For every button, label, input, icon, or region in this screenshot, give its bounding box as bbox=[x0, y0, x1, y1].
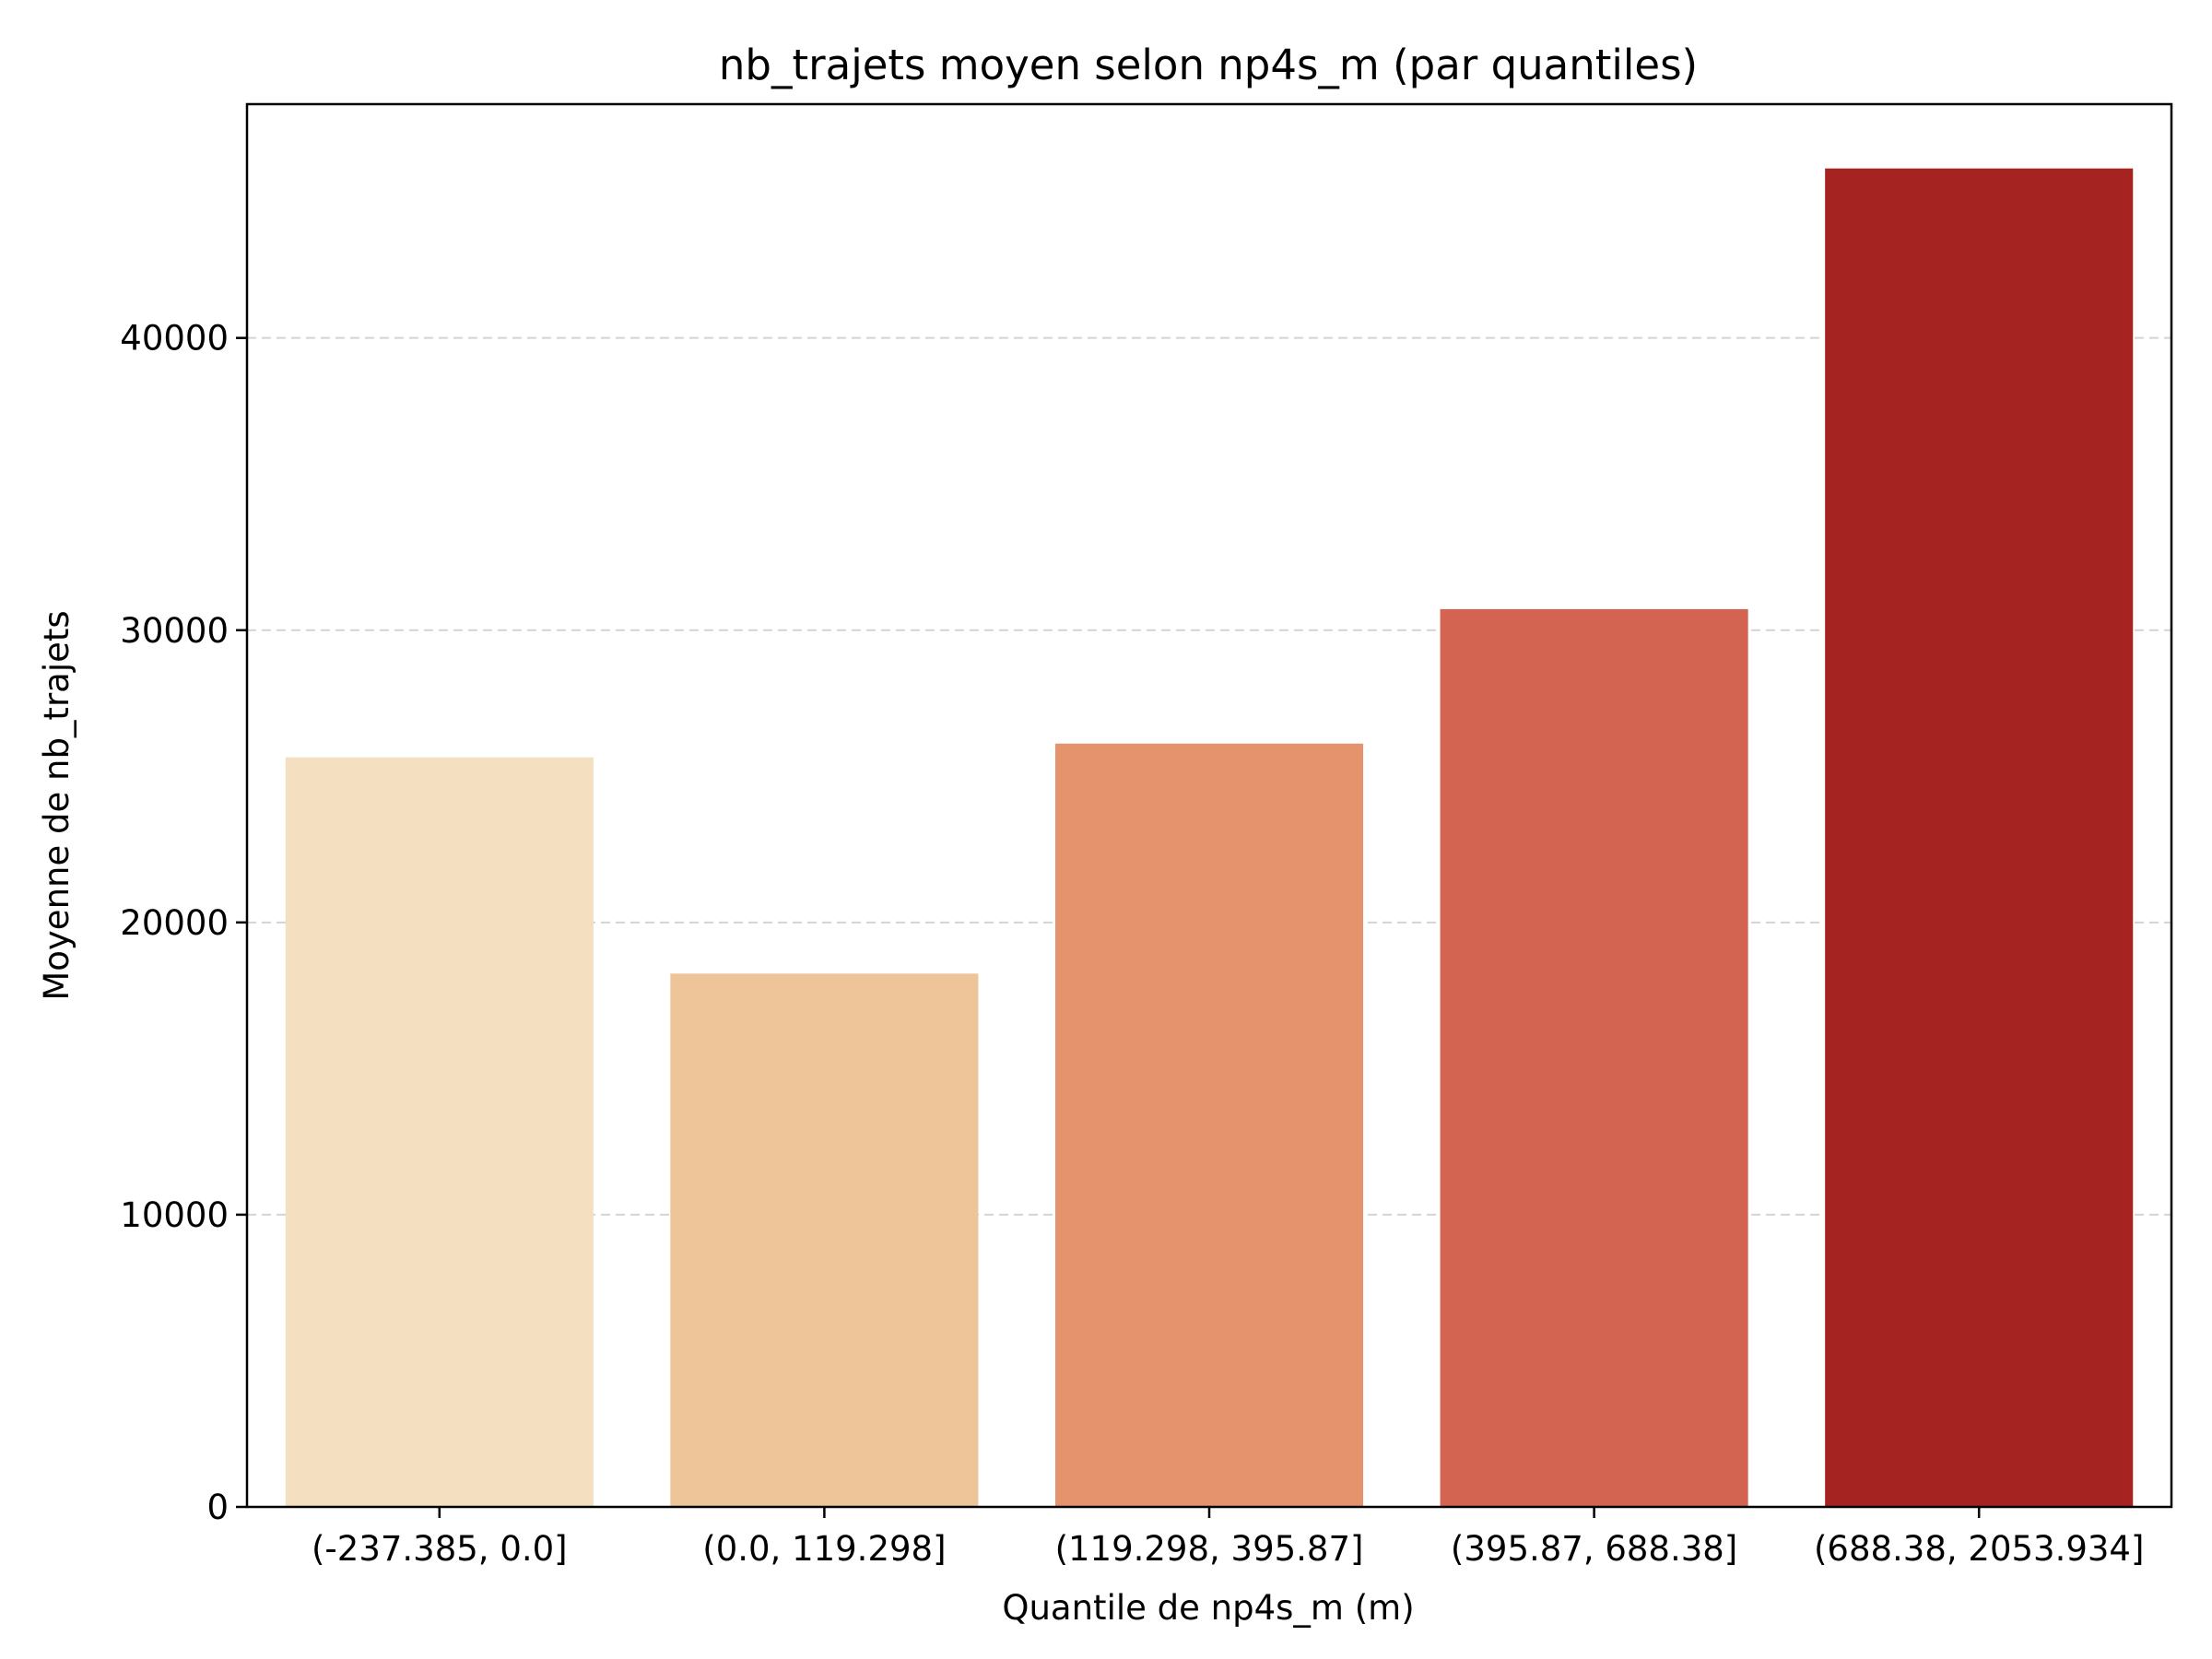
bar bbox=[285, 757, 594, 1507]
x-axis-ticks: (-237.385, 0.0] (0.0, 119.298] (119.298, 3… bbox=[312, 1507, 2144, 1569]
bar bbox=[1825, 168, 2134, 1508]
x-axis-label: Quantile de np4s_m (m) bbox=[1002, 1588, 1414, 1628]
x-tick-label: (-237.385, 0.0] bbox=[312, 1529, 568, 1569]
bar bbox=[1054, 743, 1364, 1507]
y-tick-label: 0 bbox=[206, 1488, 229, 1527]
y-tick-label: 10000 bbox=[120, 1195, 229, 1235]
x-tick-label: (0.0, 119.298] bbox=[702, 1529, 946, 1569]
y-axis-label: Moyenne de nb_trajets bbox=[37, 610, 76, 1000]
bar bbox=[670, 973, 979, 1507]
bars bbox=[285, 168, 2134, 1508]
y-axis-ticks: 0 10000 20000 30000 40000 bbox=[120, 319, 247, 1527]
x-tick-label: (119.298, 395.87] bbox=[1055, 1529, 1364, 1569]
x-tick-label: (688.38, 2053.934] bbox=[1814, 1529, 2144, 1569]
y-tick-label: 20000 bbox=[120, 903, 229, 943]
y-tick-label: 40000 bbox=[120, 319, 229, 359]
y-tick-label: 30000 bbox=[120, 611, 229, 651]
x-tick-label: (395.87, 688.38] bbox=[1451, 1529, 1737, 1569]
bar bbox=[1440, 608, 1748, 1507]
chart-title: nb_trajets moyen selon np4s_m (par quant… bbox=[719, 41, 1698, 89]
